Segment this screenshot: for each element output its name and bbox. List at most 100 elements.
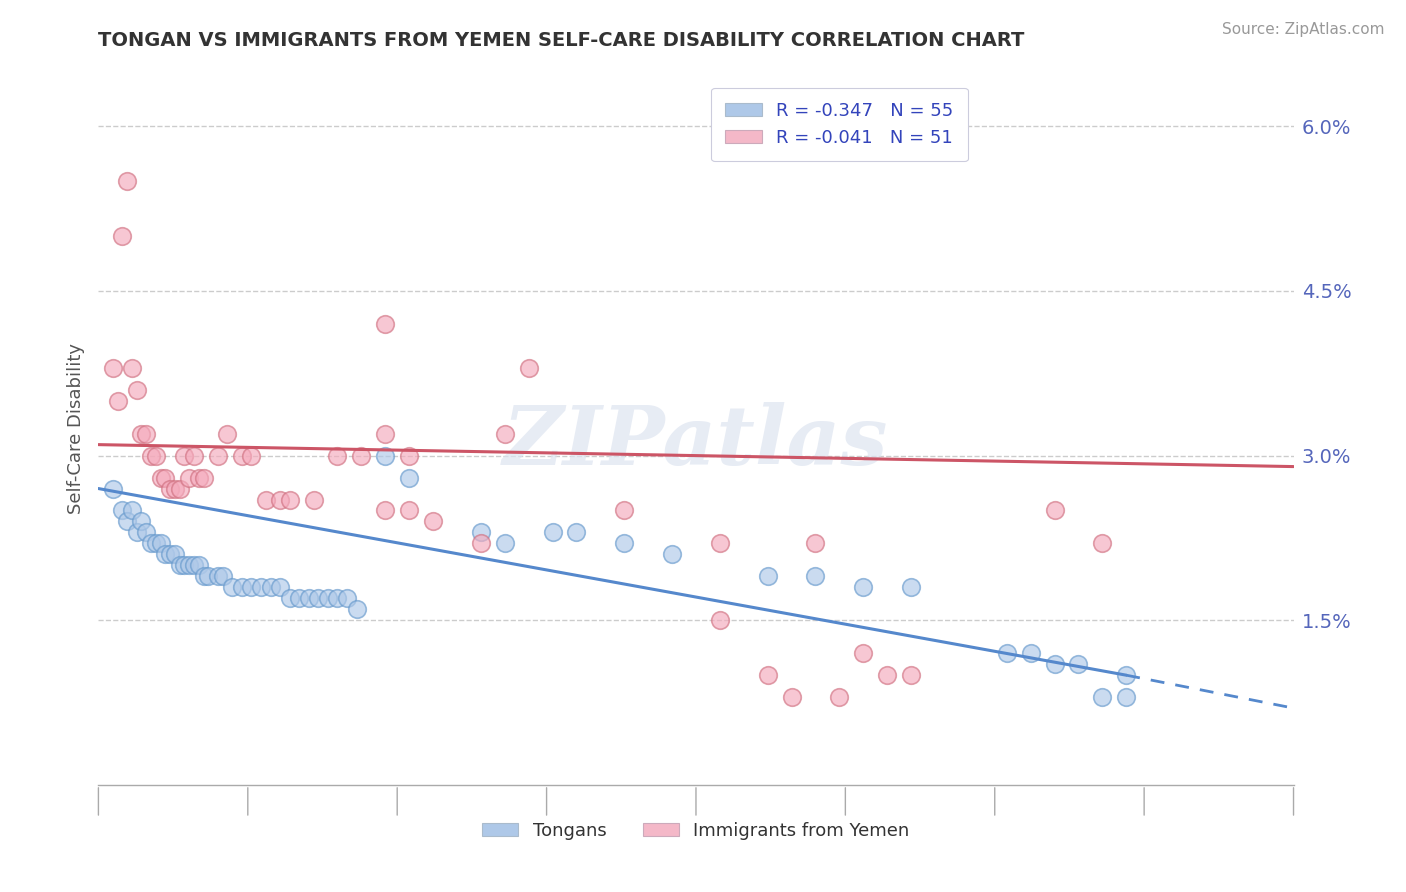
Point — [159, 548, 181, 562]
Legend: Tongans, Immigrants from Yemen: Tongans, Immigrants from Yemen — [475, 815, 917, 847]
Point — [398, 470, 420, 484]
Point — [470, 525, 492, 540]
Point — [187, 470, 209, 484]
Point — [374, 503, 396, 517]
Point — [121, 503, 143, 517]
Point — [1091, 536, 1114, 550]
Point — [135, 525, 157, 540]
Point — [145, 449, 167, 463]
Point — [346, 602, 368, 616]
Point — [804, 536, 827, 550]
Point — [173, 449, 195, 463]
Point — [187, 558, 209, 573]
Point — [900, 668, 922, 682]
Point — [183, 449, 205, 463]
Point — [326, 591, 349, 606]
Point — [111, 229, 134, 244]
Point — [1115, 690, 1137, 705]
Point — [111, 503, 134, 517]
Point — [298, 591, 321, 606]
Text: TONGAN VS IMMIGRANTS FROM YEMEN SELF-CARE DISABILITY CORRELATION CHART: TONGAN VS IMMIGRANTS FROM YEMEN SELF-CAR… — [98, 31, 1025, 50]
Point — [828, 690, 851, 705]
Point — [183, 558, 205, 573]
Point — [661, 548, 683, 562]
Point — [193, 470, 215, 484]
Point — [1043, 657, 1066, 672]
Point — [326, 449, 349, 463]
Point — [169, 558, 191, 573]
Point — [1115, 668, 1137, 682]
Point — [207, 449, 229, 463]
Point — [350, 449, 373, 463]
Point — [163, 482, 186, 496]
Point — [709, 613, 731, 627]
Point — [278, 591, 301, 606]
Point — [149, 470, 172, 484]
Point — [1019, 646, 1042, 660]
Point — [1091, 690, 1114, 705]
Point — [398, 449, 420, 463]
Point — [613, 503, 636, 517]
Point — [374, 449, 396, 463]
Point — [1043, 503, 1066, 517]
Y-axis label: Self-Care Disability: Self-Care Disability — [66, 343, 84, 514]
Point — [101, 360, 124, 375]
Point — [494, 426, 516, 441]
Text: ZIPatlas: ZIPatlas — [503, 402, 889, 483]
Point — [173, 558, 195, 573]
Point — [709, 536, 731, 550]
Point — [278, 492, 301, 507]
Point — [179, 470, 201, 484]
Point — [1067, 657, 1090, 672]
Point — [756, 569, 779, 583]
Point — [995, 646, 1018, 660]
Point — [193, 569, 215, 583]
Text: Source: ZipAtlas.com: Source: ZipAtlas.com — [1222, 22, 1385, 37]
Point — [494, 536, 516, 550]
Point — [804, 569, 827, 583]
Point — [756, 668, 779, 682]
Point — [163, 548, 186, 562]
Point — [900, 580, 922, 594]
Point — [316, 591, 339, 606]
Point — [221, 580, 243, 594]
Point — [269, 492, 291, 507]
Point — [179, 558, 201, 573]
Point — [852, 646, 875, 660]
Point — [422, 515, 444, 529]
Point — [470, 536, 492, 550]
Point — [374, 317, 396, 331]
Point — [541, 525, 564, 540]
Point — [197, 569, 219, 583]
Point — [159, 482, 181, 496]
Point — [145, 536, 167, 550]
Point — [517, 360, 540, 375]
Point — [254, 492, 277, 507]
Point — [231, 449, 253, 463]
Point — [131, 426, 153, 441]
Point — [115, 174, 138, 188]
Point — [139, 449, 162, 463]
Point — [240, 449, 263, 463]
Point — [565, 525, 588, 540]
Point — [852, 580, 875, 594]
Point — [101, 482, 124, 496]
Point — [107, 393, 129, 408]
Point — [302, 492, 325, 507]
Point — [125, 383, 148, 397]
Point — [613, 536, 636, 550]
Point — [240, 580, 263, 594]
Point — [250, 580, 273, 594]
Point — [259, 580, 281, 594]
Point — [398, 503, 420, 517]
Point — [155, 470, 177, 484]
Point — [131, 515, 153, 529]
Point — [211, 569, 233, 583]
Point — [231, 580, 253, 594]
Point — [135, 426, 157, 441]
Point — [307, 591, 329, 606]
Point — [139, 536, 162, 550]
Point — [374, 426, 396, 441]
Point — [876, 668, 898, 682]
Point — [149, 536, 172, 550]
